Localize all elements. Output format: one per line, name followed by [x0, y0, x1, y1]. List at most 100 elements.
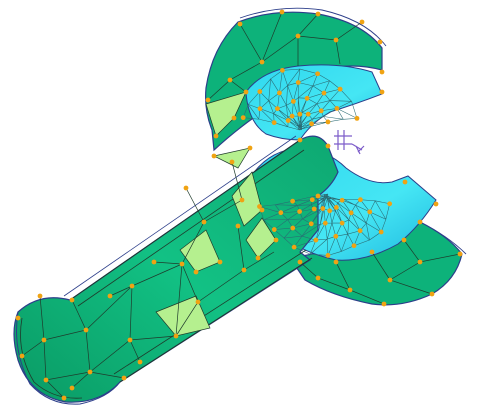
mesh-node — [273, 237, 279, 243]
mesh-node — [333, 204, 339, 210]
mesh-node — [243, 89, 249, 95]
mesh-node — [387, 277, 393, 283]
mesh-node — [327, 208, 333, 214]
socket-mesh-patch — [242, 68, 358, 131]
mesh-node — [320, 206, 326, 211]
mesh-node — [297, 137, 303, 143]
mesh-node — [271, 227, 277, 232]
mesh-node — [322, 220, 328, 226]
mesh-node — [433, 201, 439, 207]
mesh-node — [291, 244, 297, 250]
mesh-node — [402, 179, 408, 185]
mesh-node — [313, 237, 319, 243]
mesh-node — [309, 197, 315, 203]
mesh-node — [308, 221, 314, 227]
mesh-node — [387, 201, 393, 207]
mesh-node — [61, 395, 67, 401]
mesh-node — [321, 90, 327, 96]
mesh-node — [279, 9, 285, 15]
mesh-node — [257, 89, 263, 94]
mesh-node — [351, 243, 357, 249]
mesh-node — [381, 301, 387, 307]
mesh-node — [297, 209, 303, 214]
mesh-node — [315, 193, 321, 199]
mesh-node — [377, 39, 383, 45]
mesh-node — [43, 377, 49, 383]
mesh-node — [337, 86, 343, 92]
mesh-node — [304, 95, 310, 101]
mesh-node — [339, 197, 345, 203]
mesh-node — [237, 21, 243, 27]
mesh-node — [69, 385, 75, 391]
mesh-node — [457, 251, 463, 257]
mesh-node — [83, 327, 89, 333]
mesh-node — [354, 115, 360, 121]
mesh-node — [315, 11, 321, 17]
mesh-node — [297, 259, 303, 265]
axis-triad-icon — [334, 130, 365, 155]
mesh-node — [333, 259, 339, 265]
mesh-node — [257, 106, 263, 112]
mesh-node — [280, 67, 285, 73]
mesh-node — [195, 299, 201, 305]
mesh-node — [278, 210, 284, 216]
mesh-node — [334, 106, 340, 111]
mesh-node — [213, 133, 219, 139]
upper-socket-cavity — [245, 64, 383, 141]
mesh-node — [231, 115, 237, 121]
mesh-node — [295, 80, 301, 85]
mesh-node — [315, 71, 321, 77]
mesh-node — [285, 118, 291, 123]
mesh-node — [369, 249, 375, 255]
mesh-node — [173, 333, 179, 339]
mesh-node — [309, 121, 314, 127]
mesh-node — [290, 225, 296, 231]
mesh-node — [127, 337, 133, 343]
mesh-node — [295, 33, 301, 39]
mesh-node — [357, 228, 363, 234]
light-facets — [155, 91, 277, 337]
mesh-node — [239, 197, 245, 203]
mesh-node — [358, 197, 363, 203]
mesh-node — [151, 259, 157, 265]
mesh-nodes — [15, 9, 463, 401]
mesh-node — [277, 90, 282, 96]
mesh-node — [241, 267, 247, 273]
mesh-node — [121, 375, 127, 381]
mesh-node — [379, 89, 385, 95]
mesh-node — [255, 255, 261, 261]
mesh-node — [378, 229, 384, 235]
mesh-node — [183, 185, 189, 191]
mesh-node — [289, 113, 295, 119]
mesh-node — [417, 259, 423, 265]
mesh-node — [325, 253, 331, 258]
mesh-node — [379, 69, 385, 75]
mesh-node — [259, 59, 265, 65]
mesh-node — [227, 77, 233, 83]
mesh-node — [429, 291, 435, 297]
mesh-node — [15, 315, 21, 321]
mesh-node — [69, 297, 75, 303]
mesh-node — [315, 275, 321, 281]
mesh-node — [333, 233, 339, 239]
mesh-node — [193, 269, 199, 275]
mesh-node — [311, 206, 317, 212]
mesh-node — [229, 159, 235, 165]
mesh-node — [179, 261, 185, 267]
mesh-node — [19, 353, 25, 359]
mesh-node — [290, 98, 296, 104]
mesh-node — [325, 119, 331, 125]
mesh-node — [325, 143, 331, 149]
mesh-node — [305, 111, 311, 117]
mesh-node — [348, 210, 354, 216]
mesh-node — [339, 220, 345, 226]
mesh-node — [247, 145, 253, 151]
mesh-node — [129, 283, 135, 289]
mesh-node — [201, 219, 207, 225]
mesh-node — [271, 120, 277, 126]
mesh-node — [417, 219, 423, 225]
mesh-node — [318, 108, 324, 114]
mesh-node — [347, 287, 353, 293]
